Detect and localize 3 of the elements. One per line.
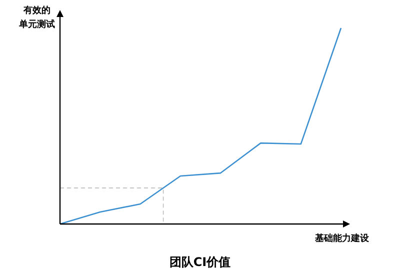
y-axis-title: 有效的单元测试 <box>18 5 55 30</box>
x-axis-title: 基础能力建设 <box>314 233 370 244</box>
text: 团队CI价值 <box>169 255 231 269</box>
